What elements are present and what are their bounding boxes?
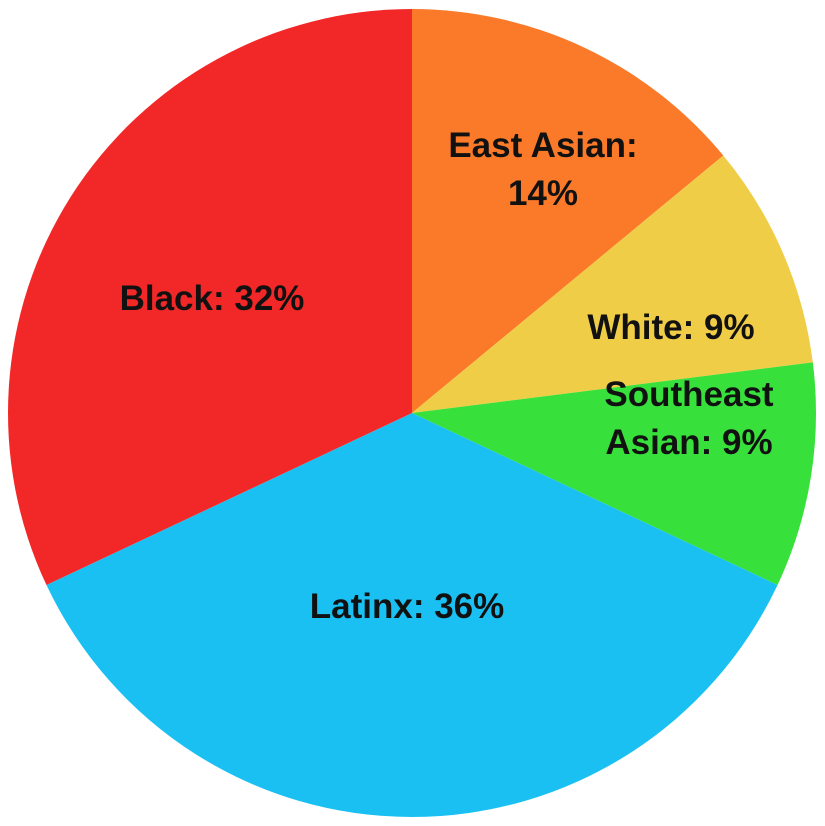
pie-label-latinx: Latinx: 36% (310, 587, 505, 626)
pie-slices (8, 9, 816, 817)
pie-slice-southeast-asian (412, 362, 816, 586)
pie-slice-east-asian (412, 9, 724, 413)
pie-slice-white (412, 155, 813, 414)
pie-label-line: Latinx: 36% (310, 587, 505, 626)
pie-label-east-asian: East Asian: 14% (448, 126, 637, 213)
pie-slice-latinx (46, 413, 778, 817)
pie-label-line: 14% (508, 174, 578, 213)
pie-label-line: White: 9% (587, 308, 754, 347)
pie-label-line: Southeast (604, 375, 774, 414)
pie-label-white: White: 9% (587, 308, 754, 347)
pie-label-line: Asian: 9% (605, 423, 772, 462)
pie-label-line: Black: 32% (120, 279, 305, 318)
pie-labels: East Asian: 14% White: 9% Southeast Asian: 9… (120, 126, 774, 626)
pie-label-line: East Asian: (448, 126, 637, 165)
pie-slice-black (8, 9, 413, 586)
pie-label-southeast-asian: Southeast Asian: 9% (604, 375, 774, 462)
pie-label-black: Black: 32% (120, 279, 305, 318)
